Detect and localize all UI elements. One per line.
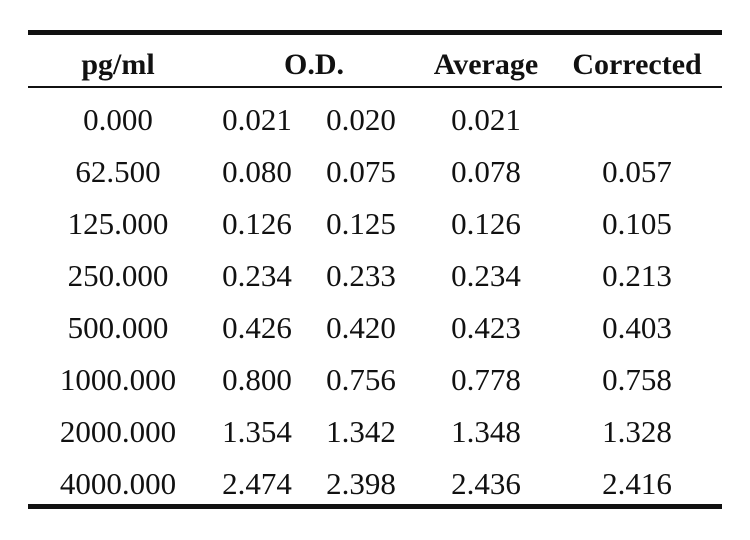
cell-corrected: 0.403 [602,310,672,345]
cell-od-2: 0.020 [326,102,396,137]
cell-corrected: 0.105 [602,206,672,241]
cell-concentration: 2000.000 [59,414,177,449]
cell-concentration: 0.000 [83,102,153,137]
cell-concentration: 500.000 [67,310,169,345]
cell-od-2: 0.756 [326,362,396,397]
cell-average: 0.234 [451,258,521,293]
cell-od-1: 0.080 [222,154,292,189]
cell-average: 0.778 [451,362,521,397]
cell-od-1: 0.800 [222,362,292,397]
header-corrected: Corrected [572,48,702,81]
table-row: 62.500 0.080 0.075 0.078 0.057 [0,146,750,198]
table-row: 0.000 0.021 0.020 0.021 [0,94,750,146]
cell-od-2: 1.342 [326,414,396,449]
table-row: 4000.000 2.474 2.398 2.436 2.416 [0,458,750,510]
cell-od-1: 0.234 [222,258,292,293]
cell-od-1: 0.021 [222,102,292,137]
table-row: 500.000 0.426 0.420 0.423 0.403 [0,302,750,354]
cell-average: 0.423 [451,310,521,345]
table-body: 0.000 0.021 0.020 0.021 62.500 0.080 0.0… [0,94,750,510]
table-top-rule [28,30,722,35]
cell-od-1: 0.426 [222,310,292,345]
cell-od-1: 0.126 [222,206,292,241]
cell-average: 0.078 [451,154,521,189]
header-average: Average [433,48,539,81]
cell-corrected: 1.328 [602,414,672,449]
cell-corrected: 2.416 [602,466,672,501]
cell-average: 0.126 [451,206,521,241]
table-row: 2000.000 1.354 1.342 1.348 1.328 [0,406,750,458]
cell-concentration: 125.000 [67,206,169,241]
table-header-row: pg/ml O.D. Average Corrected [0,44,750,86]
cell-od-1: 2.474 [222,466,292,501]
cell-od-2: 0.075 [326,154,396,189]
header-concentration: pg/ml [81,48,155,81]
header-od: O.D. [284,48,344,81]
cell-corrected: 0.213 [602,258,672,293]
cell-concentration: 1000.000 [59,362,177,397]
cell-od-2: 0.125 [326,206,396,241]
table-row: 125.000 0.126 0.125 0.126 0.105 [0,198,750,250]
cell-average: 1.348 [451,414,521,449]
cell-concentration: 62.500 [75,154,161,189]
table-bottom-rule [28,504,722,509]
table-row: 250.000 0.234 0.233 0.234 0.213 [0,250,750,302]
cell-od-2: 0.233 [326,258,396,293]
table-row: 1000.000 0.800 0.756 0.778 0.758 [0,354,750,406]
cell-corrected: 0.057 [602,154,672,189]
cell-od-2: 2.398 [326,466,396,501]
cell-average: 2.436 [451,466,521,501]
cell-average: 0.021 [451,102,521,137]
cell-od-1: 1.354 [222,414,292,449]
cell-corrected: 0.758 [602,362,672,397]
table-header-rule [28,86,722,88]
cell-od-2: 0.420 [326,310,396,345]
cell-concentration: 4000.000 [59,466,177,501]
cell-concentration: 250.000 [67,258,169,293]
